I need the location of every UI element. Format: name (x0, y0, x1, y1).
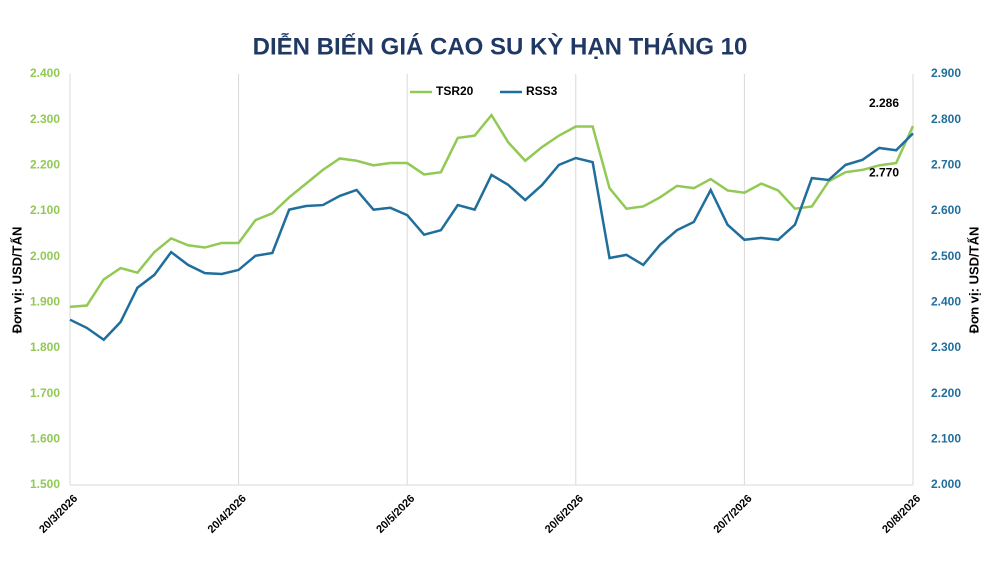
y2-tick-label: 2.700 (931, 158, 961, 172)
y-tick-label: 2.400 (30, 66, 60, 80)
x-tick-label: 20/4/2026 (206, 493, 249, 536)
y2-tick-label: 2.800 (931, 112, 961, 126)
y2-tick-label: 2.000 (931, 477, 961, 491)
y2-tick-label: 2.600 (931, 203, 961, 217)
y2-tick-label: 2.100 (931, 432, 961, 446)
x-tick-label: 20/5/2026 (374, 493, 417, 536)
y-tick-label: 1.600 (30, 432, 60, 446)
y2-tick-label: 2.900 (931, 66, 961, 80)
y-tick-label: 1.800 (30, 340, 60, 354)
y-tick-label: 2.000 (30, 249, 60, 263)
y2-tick-label: 2.400 (931, 295, 961, 309)
x-tick-label: 20/7/2026 (711, 493, 754, 536)
y-axis-label: Đơn vị: USD/TẤN (9, 227, 24, 334)
x-tick-label: 20/3/2026 (37, 493, 80, 536)
y2-tick-label: 2.200 (931, 386, 961, 400)
data-label: 2.770 (869, 166, 899, 180)
y-tick-label: 2.100 (30, 203, 60, 217)
series-line (69, 112, 915, 309)
chart-title: DIỄN BIẾN GIÁ CAO SU KỲ HẠN THÁNG 10 (253, 31, 748, 60)
series-line (69, 132, 914, 342)
y-tick-label: 2.200 (30, 158, 60, 172)
y2-tick-label: 2.300 (931, 340, 961, 354)
y-tick-label: 1.900 (30, 295, 60, 309)
data-label: 2.286 (869, 96, 899, 110)
y-tick-label: 1.500 (30, 477, 60, 491)
y-tick-label: 1.700 (30, 386, 60, 400)
x-tick-label: 20/6/2026 (543, 493, 586, 536)
y2-axis-label: Đơn vị: USD/TẤN (966, 227, 981, 334)
y-tick-label: 2.300 (30, 112, 60, 126)
legend-label: RSS3 (526, 84, 558, 98)
y2-tick-label: 2.500 (931, 249, 961, 263)
legend-label: TSR20 (436, 84, 474, 98)
x-tick-label: 20/8/2026 (880, 493, 923, 536)
